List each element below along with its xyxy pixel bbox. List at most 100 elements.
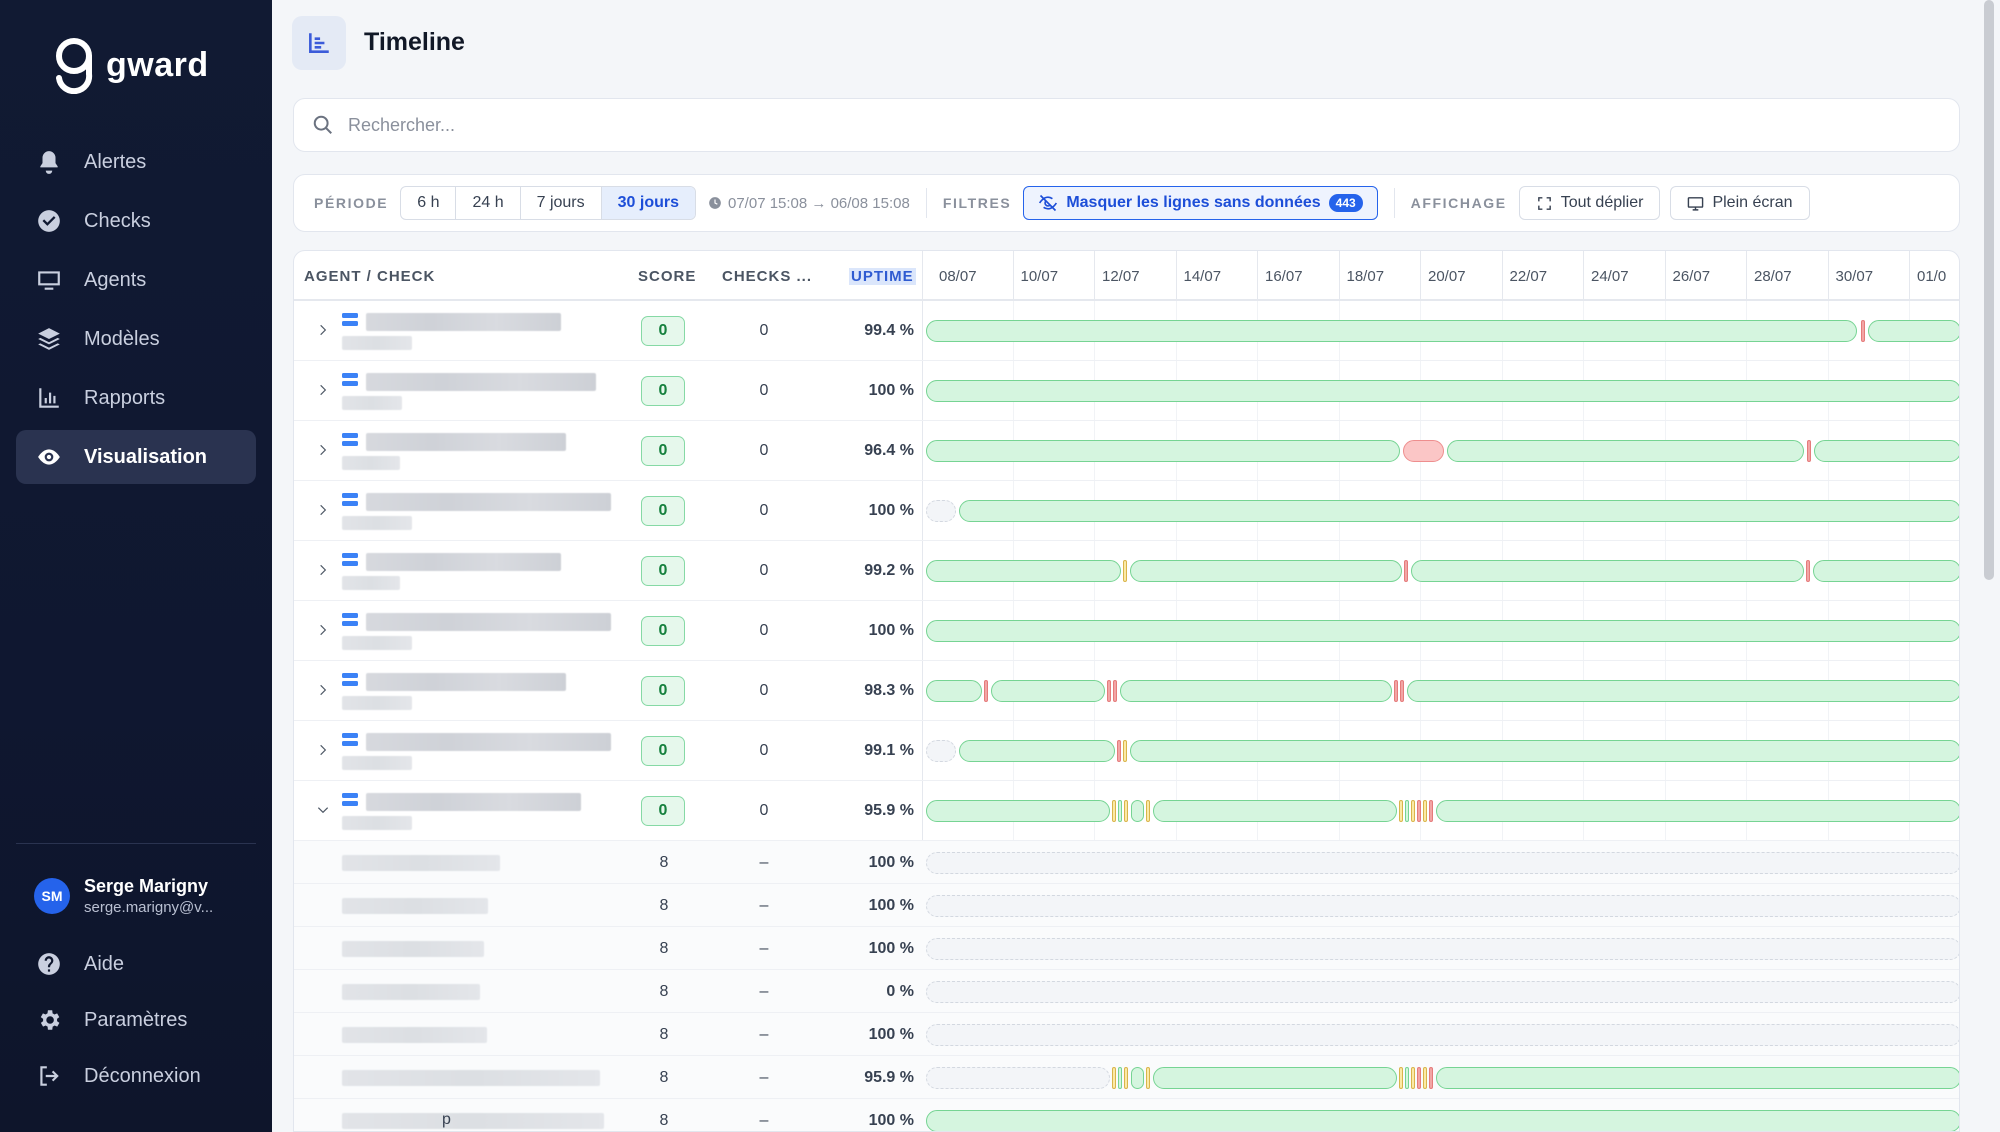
period-24h[interactable]: 24 h [456,187,521,219]
check-row[interactable]: 8 – 100 % [294,841,1959,884]
period-7-jours[interactable]: 7 jours [521,187,602,219]
sidebar-item-checks[interactable]: Checks [16,194,256,248]
timeline-error-segment[interactable] [1403,440,1444,462]
search-bar[interactable] [293,98,1960,152]
timeline-incident-mark[interactable] [1411,800,1415,822]
logo[interactable]: gward [52,36,209,94]
timeline-ok-segment[interactable] [926,380,1959,402]
timeline-ok-segment[interactable] [1130,740,1959,762]
table-row[interactable]: 0 0 100 % [294,481,1959,541]
sidebar-item-agents[interactable]: Agents [16,253,256,307]
check-row[interactable]: 8 – 100 % [294,1013,1959,1056]
timeline-incident-mark[interactable] [1405,800,1409,822]
header-score[interactable]: SCORE [638,268,697,285]
hide-empty-rows-button[interactable]: Masquer les lignes sans données 443 [1023,186,1378,220]
timeline-ok-segment[interactable] [926,1109,1959,1131]
check-row[interactable]: 8 – 100 % [294,927,1959,970]
timeline-incident-mark[interactable] [1423,1066,1427,1089]
timeline-incident-mark[interactable] [1411,1066,1415,1089]
table-row[interactable]: 0 0 95.9 % [294,781,1959,841]
timeline-ok-segment[interactable] [959,500,1959,522]
timeline-incident-mark[interactable] [984,680,988,702]
check-row[interactable]: 8 – 0 % [294,970,1959,1013]
timeline-empty-segment[interactable] [926,851,1959,874]
page-scrollbar[interactable] [1984,0,1994,580]
table-row[interactable]: 0 0 100 % [294,601,1959,661]
timeline-incident-mark[interactable] [1806,560,1810,582]
chevron-right-icon[interactable] [316,323,328,336]
search-input[interactable] [348,114,1848,136]
timeline-incident-mark[interactable] [1405,1066,1409,1089]
header-agent[interactable]: AGENT / CHECK [304,268,436,285]
chevron-right-icon[interactable] [316,743,328,756]
timeline-incident-mark[interactable] [1400,680,1404,702]
timeline-incident-mark[interactable] [1117,740,1121,762]
timeline-ok-segment[interactable] [991,680,1105,702]
timeline-empty-segment[interactable] [926,500,956,522]
timeline-ok-segment[interactable] [926,320,1857,342]
timeline-ok-segment[interactable] [926,800,1110,822]
timeline-ok-segment[interactable] [1813,560,1959,582]
timeline-empty-segment[interactable] [926,1023,1959,1046]
user-profile[interactable]: SM Serge Marigny serge.marigny@v... [34,876,213,916]
timeline-ok-segment[interactable] [1130,560,1402,582]
chevron-down-icon[interactable] [316,803,329,815]
timeline-incident-mark[interactable] [1112,1066,1116,1089]
sidebar-item-modeles[interactable]: Modèles [16,312,256,366]
timeline-incident-mark[interactable] [1399,1066,1403,1089]
chevron-right-icon[interactable] [316,503,328,516]
chevron-right-icon[interactable] [316,623,328,636]
timeline-ok-segment[interactable] [959,740,1115,762]
timeline-incident-mark[interactable] [1404,560,1408,582]
timeline-empty-segment[interactable] [926,1066,1110,1089]
timeline-incident-mark[interactable] [1146,800,1150,822]
table-row[interactable]: 0 0 98.3 % [294,661,1959,721]
check-row[interactable]: 8 – 100 % [294,884,1959,927]
table-row[interactable]: 0 0 99.2 % [294,541,1959,601]
sidebar-item-parametres[interactable]: Paramètres [16,994,256,1046]
timeline-empty-segment[interactable] [926,980,1959,1003]
timeline-ok-segment[interactable] [1120,680,1392,702]
timeline-incident-mark[interactable] [1112,800,1116,822]
timeline-incident-mark[interactable] [1417,800,1421,822]
table-row[interactable]: 0 0 100 % [294,361,1959,421]
timeline-incident-mark[interactable] [1118,800,1122,822]
timeline-ok-segment[interactable] [1868,320,1959,342]
header-checks[interactable]: CHECKS ... [722,268,813,285]
table-row[interactable]: 0 0 99.1 % [294,721,1959,781]
sidebar-item-deconnexion[interactable]: Déconnexion [16,1050,256,1102]
timeline-incident-mark[interactable] [1399,800,1403,822]
table-row[interactable]: 0 0 96.4 % [294,421,1959,481]
sidebar-item-rapports[interactable]: Rapports [16,371,256,425]
check-row[interactable]: 8 – 95.9 % [294,1056,1959,1099]
timeline-incident-mark[interactable] [1123,740,1127,762]
timeline-ok-segment[interactable] [1411,560,1804,582]
sidebar-item-aide[interactable]: Aide [16,938,256,990]
timeline-empty-segment[interactable] [926,937,1959,960]
timeline-incident-mark[interactable] [1146,1066,1150,1089]
timeline-ok-segment[interactable] [1131,1066,1144,1089]
timeline-ok-segment[interactable] [1436,1066,1959,1089]
timeline-empty-segment[interactable] [926,740,956,762]
timeline-ok-segment[interactable] [926,680,982,702]
table-row[interactable]: 0 0 99.4 % [294,301,1959,361]
period-30-jours[interactable]: 30 jours [601,187,695,219]
timeline-incident-mark[interactable] [1423,800,1427,822]
timeline-ok-segment[interactable] [1814,440,1959,462]
timeline-ok-segment[interactable] [1153,1066,1397,1089]
chevron-right-icon[interactable] [316,563,328,576]
timeline-incident-mark[interactable] [1113,680,1117,702]
timeline-ok-segment[interactable] [1436,800,1959,822]
sidebar-item-alertes[interactable]: Alertes [16,135,256,189]
timeline-incident-mark[interactable] [1429,1066,1433,1089]
sidebar-item-visualisation[interactable]: Visualisation [16,430,256,484]
timeline-ok-segment[interactable] [1153,800,1397,822]
timeline-empty-segment[interactable] [926,894,1959,917]
timeline-ok-segment[interactable] [1407,680,1959,702]
timeline-ok-segment[interactable] [1447,440,1804,462]
chevron-right-icon[interactable] [316,683,328,696]
timeline-ok-segment[interactable] [926,620,1959,642]
timeline-incident-mark[interactable] [1107,680,1111,702]
timeline-incident-mark[interactable] [1124,800,1128,822]
timeline-incident-mark[interactable] [1417,1066,1421,1089]
